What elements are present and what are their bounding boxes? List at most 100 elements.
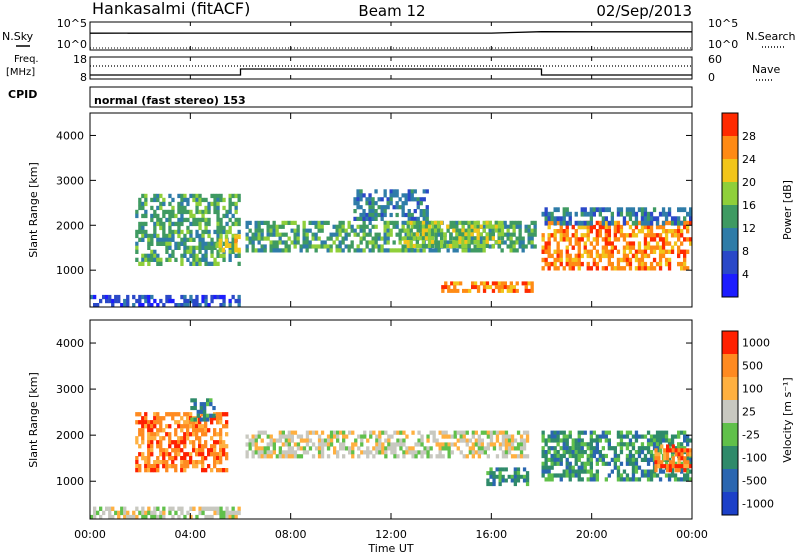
power-cell <box>302 236 306 241</box>
power-cell <box>132 294 136 300</box>
velocity-cell <box>432 434 436 439</box>
velocity-cell <box>580 477 584 482</box>
velocity-cell <box>195 428 199 433</box>
velocity-cell <box>393 450 397 455</box>
power-cell <box>231 249 235 254</box>
power-cell <box>162 303 166 308</box>
power-cell <box>362 212 366 218</box>
velocity-cell <box>93 514 97 520</box>
power-cell <box>616 237 621 242</box>
velocity-cell <box>519 446 524 451</box>
power-cell <box>482 220 486 225</box>
velocity-cell <box>550 457 554 462</box>
power-cell <box>595 237 599 242</box>
power-cell <box>147 237 151 242</box>
velocity-cell <box>354 438 358 443</box>
power-cell <box>374 232 378 237</box>
power-cell <box>368 232 372 237</box>
power-cell <box>565 261 569 267</box>
power-cell <box>473 220 477 225</box>
power-cell <box>287 244 291 249</box>
power-cell <box>368 240 372 245</box>
x-axis-label: Time UT <box>367 542 413 554</box>
power-cell <box>646 253 651 259</box>
power-cell <box>500 281 504 286</box>
power-cell <box>195 205 199 211</box>
velocity-cell <box>293 454 298 459</box>
velocity-cell <box>658 434 663 439</box>
velocity-cell <box>320 446 325 451</box>
velocity-cell <box>453 430 457 435</box>
velocity-cell <box>571 473 575 478</box>
velocity-cell <box>201 464 205 469</box>
power-cell <box>228 249 232 254</box>
velocity-cell <box>162 460 166 465</box>
velocity-cell <box>206 417 210 422</box>
power-cell <box>410 236 414 241</box>
velocity-cell <box>674 452 678 457</box>
power-cell <box>186 201 190 207</box>
power-cell <box>461 224 465 229</box>
power-cell <box>488 224 492 229</box>
power-cell <box>416 201 420 206</box>
power-cell <box>210 201 214 207</box>
power-cell <box>488 228 492 233</box>
power-cell <box>362 248 366 253</box>
power-cell <box>544 207 548 213</box>
power-cell <box>195 193 199 199</box>
velocity-cell <box>580 430 584 435</box>
power-cell <box>583 245 587 250</box>
power-cell <box>500 240 504 245</box>
velocity-cell <box>366 450 370 455</box>
power-cell <box>512 244 516 249</box>
power-cell <box>556 253 560 259</box>
power-cell <box>595 261 599 267</box>
velocity-cell <box>556 442 560 447</box>
power-cell <box>646 224 651 230</box>
power-cell <box>530 281 534 286</box>
velocity-cell <box>263 446 267 451</box>
velocity-cell <box>93 510 97 516</box>
velocity-cell <box>547 450 551 455</box>
power-cell <box>204 217 208 223</box>
power-cell <box>302 240 306 245</box>
velocity-cell <box>547 457 551 462</box>
power-cell <box>509 224 513 229</box>
power-cell <box>470 232 474 237</box>
power-cell <box>141 201 145 207</box>
velocity-cell <box>649 442 654 447</box>
velocity-cell <box>231 510 235 516</box>
velocity-cell <box>399 430 403 435</box>
nsearch-label: N.Search <box>746 30 796 43</box>
power-cell <box>497 285 502 290</box>
power-cell <box>559 220 563 226</box>
power-cell <box>392 205 396 210</box>
power-cell <box>459 281 463 286</box>
velocity-cell <box>141 510 145 516</box>
power-cell <box>524 288 528 293</box>
velocity-cell <box>646 442 651 447</box>
velocity-cell <box>657 456 661 461</box>
power-cell <box>204 253 208 258</box>
velocity-cell <box>174 448 178 453</box>
velocity-cell <box>544 438 548 443</box>
power-cell <box>643 261 648 267</box>
velocity-cell <box>634 438 639 443</box>
power-cell <box>138 205 142 211</box>
power-cell <box>631 245 636 250</box>
velocity-cell <box>510 446 515 451</box>
velocity-cell <box>314 430 319 435</box>
power-cell <box>359 240 363 245</box>
velocity-cell <box>141 428 145 433</box>
power-cell <box>299 244 303 249</box>
power-cell <box>195 294 199 300</box>
velocity-cell <box>153 416 157 421</box>
power-cell <box>150 241 154 246</box>
power-cell <box>683 261 687 267</box>
velocity-cell <box>589 465 593 470</box>
velocity-cell <box>489 467 493 472</box>
power-cell <box>634 249 639 254</box>
velocity-cell <box>595 473 599 478</box>
power-cell <box>365 212 369 218</box>
power-cell <box>138 261 142 266</box>
